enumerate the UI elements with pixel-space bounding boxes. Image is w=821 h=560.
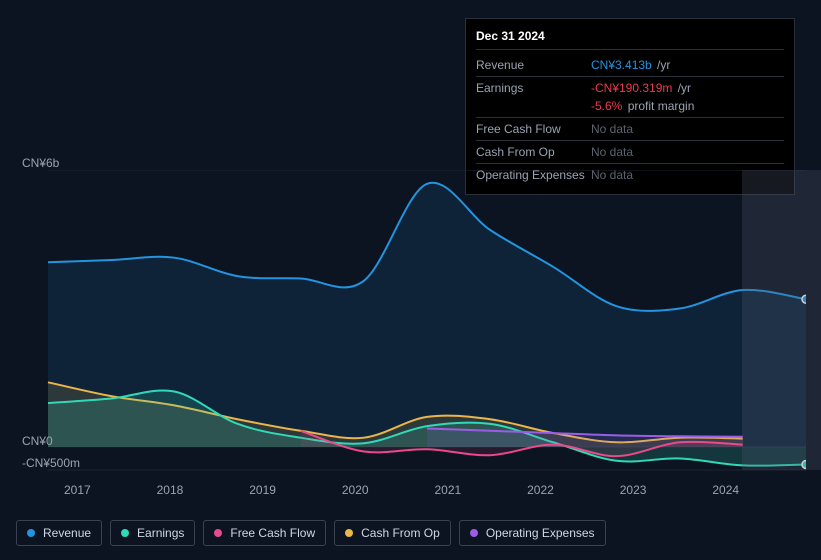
tooltip-row: Free Cash FlowNo data [476, 118, 784, 141]
y-axis-label: -CN¥500m [22, 456, 80, 470]
future-shade [742, 170, 821, 470]
x-axis-label: 2022 [527, 483, 620, 497]
legend-dot-icon [121, 529, 129, 537]
x-axis-label: 2018 [157, 483, 250, 497]
legend-item[interactable]: Earnings [110, 520, 195, 546]
x-axis-label: 2023 [620, 483, 713, 497]
x-axis-label: 2020 [342, 483, 435, 497]
tooltip-row-value: CN¥3.413b /yr [591, 56, 784, 74]
legend-label: Operating Expenses [486, 526, 595, 540]
legend-label: Revenue [43, 526, 91, 540]
legend-label: Earnings [137, 526, 184, 540]
chart-area: CN¥6bCN¥0-CN¥500m 2017201820192020202120… [16, 156, 805, 484]
legend-label: Cash From Op [361, 526, 440, 540]
tooltip-date: Dec 31 2024 [476, 27, 784, 50]
tooltip-row: Earnings-CN¥190.319m /yr-5.6% profit mar… [476, 77, 784, 118]
tooltip-row-label: Revenue [476, 56, 591, 74]
x-axis-label: 2017 [64, 483, 157, 497]
legend-dot-icon [27, 529, 35, 537]
tooltip-row-value: -CN¥190.319m /yr-5.6% profit margin [591, 79, 784, 115]
legend-item[interactable]: Revenue [16, 520, 102, 546]
y-axis-label: CN¥0 [22, 434, 53, 448]
x-axis-label: 2024 [712, 483, 805, 497]
legend-label: Free Cash Flow [230, 526, 315, 540]
tooltip-row: RevenueCN¥3.413b /yr [476, 54, 784, 77]
line-chart[interactable] [16, 170, 806, 484]
tooltip-row-value: No data [591, 120, 784, 138]
legend-dot-icon [470, 529, 478, 537]
x-axis-labels: 20172018201920202021202220232024 [64, 483, 805, 497]
legend-item[interactable]: Operating Expenses [459, 520, 606, 546]
y-axis-label: CN¥6b [22, 156, 59, 170]
legend-item[interactable]: Cash From Op [334, 520, 451, 546]
legend-item[interactable]: Free Cash Flow [203, 520, 326, 546]
x-axis-label: 2019 [249, 483, 342, 497]
legend: Revenue Earnings Free Cash Flow Cash From O… [16, 520, 606, 546]
x-axis-label: 2021 [435, 483, 528, 497]
tooltip-row-label: Free Cash Flow [476, 120, 591, 138]
legend-dot-icon [345, 529, 353, 537]
tooltip-row-label: Earnings [476, 79, 591, 115]
legend-dot-icon [214, 529, 222, 537]
